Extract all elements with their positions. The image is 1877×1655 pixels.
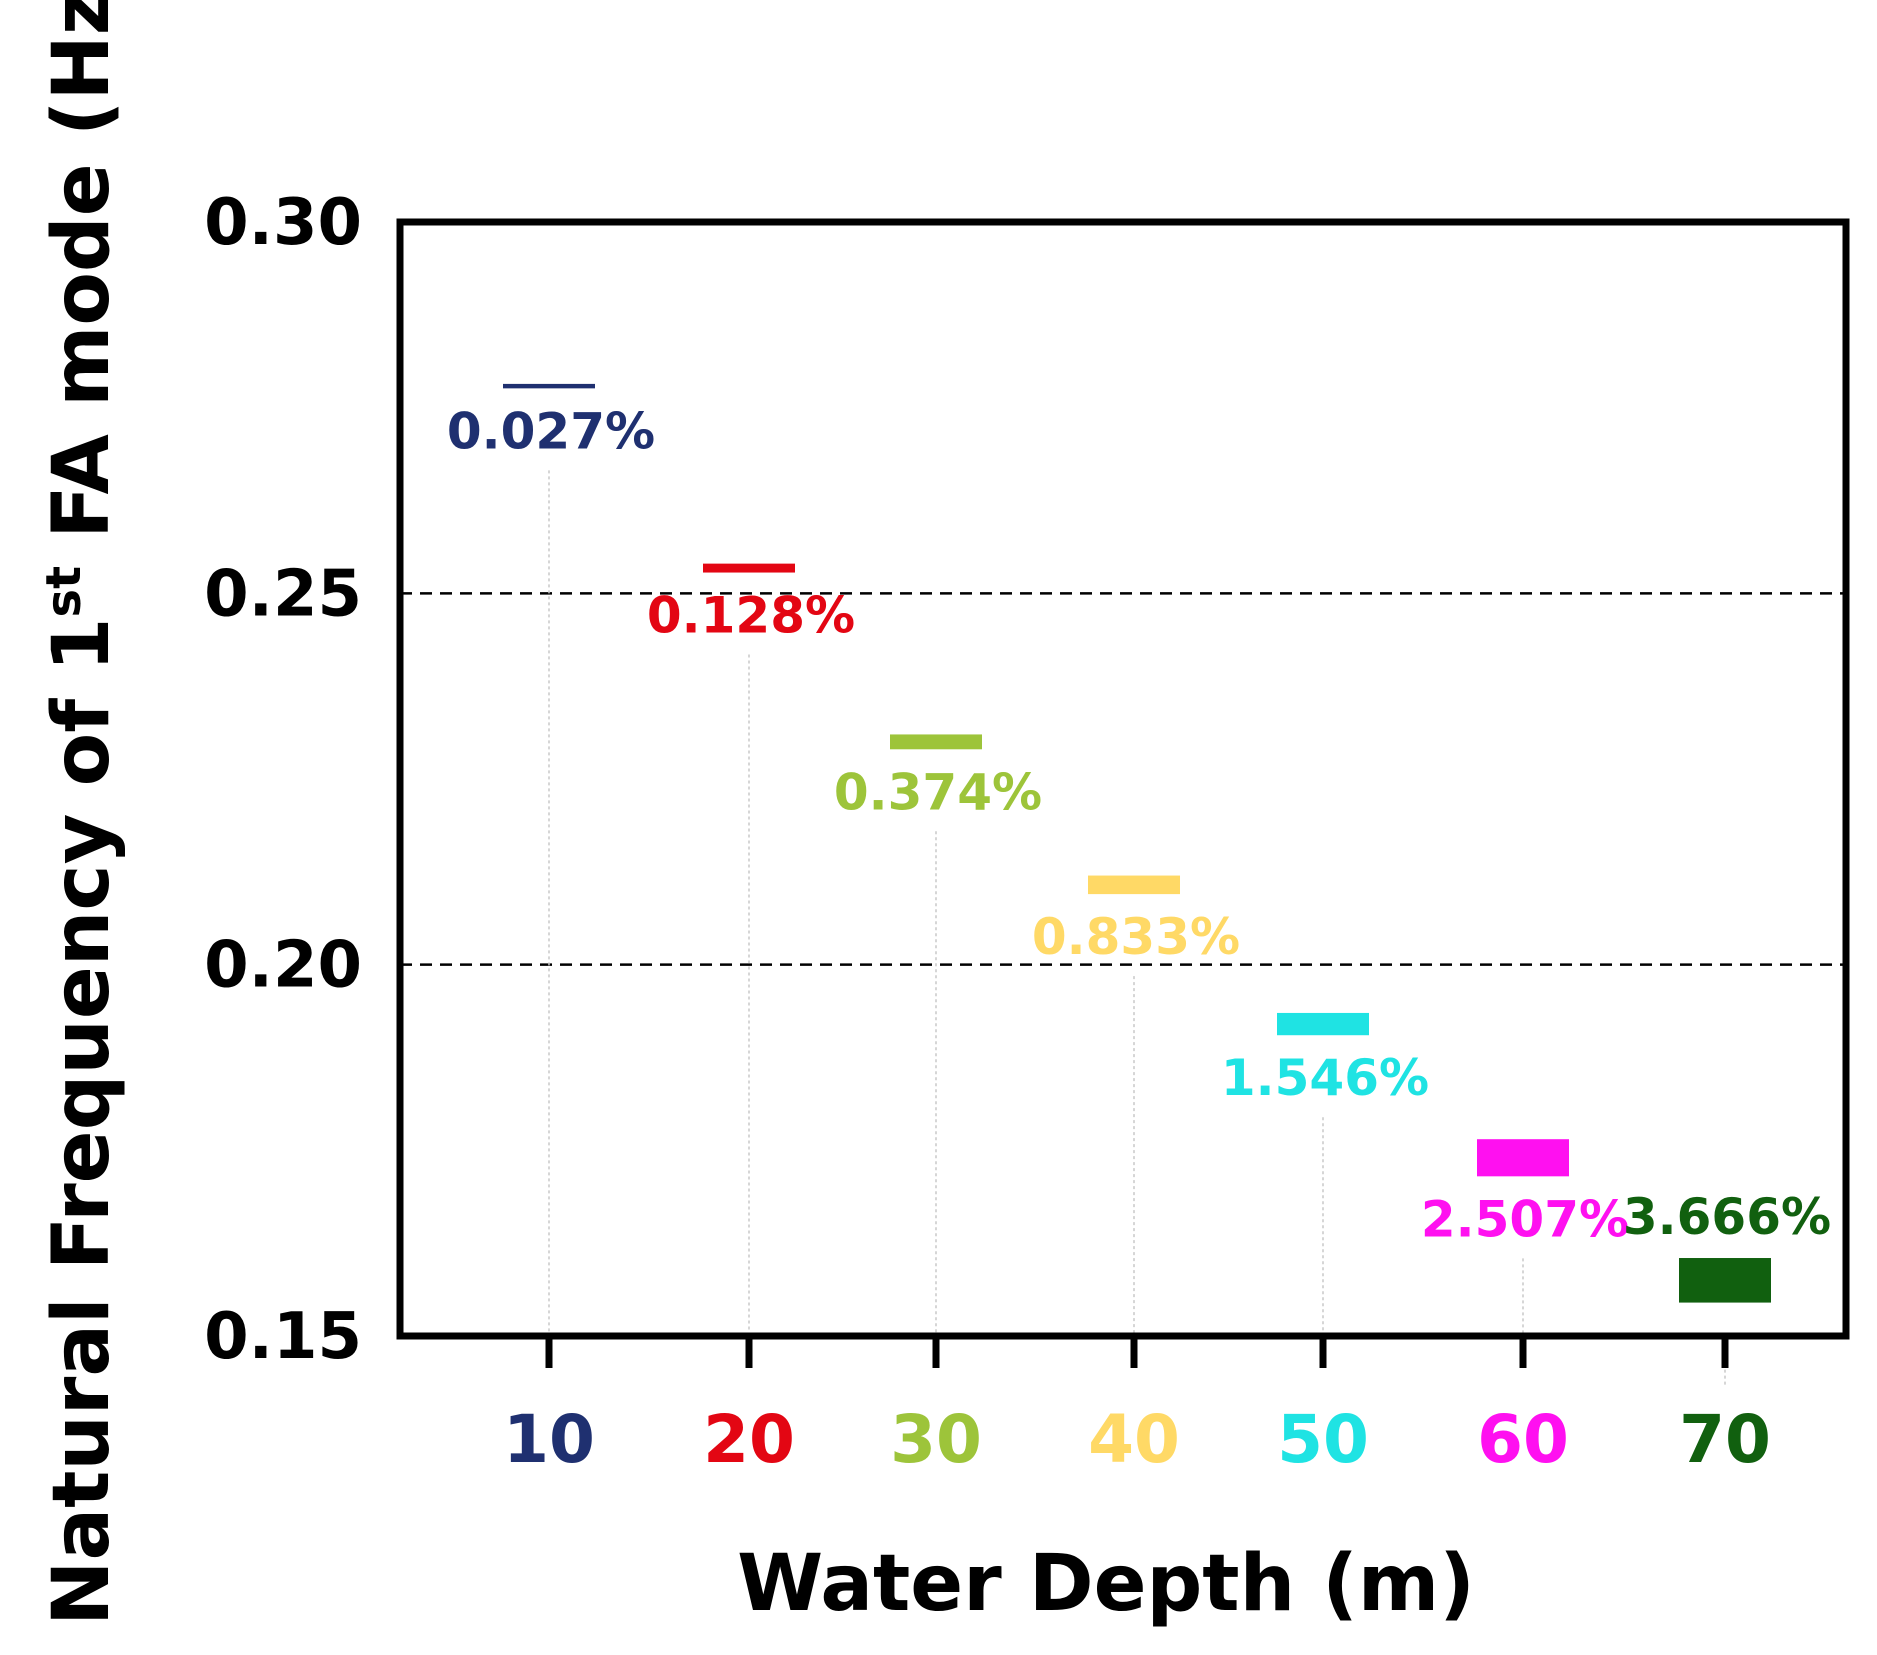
x-tick-label-40: 40 — [1088, 1401, 1180, 1478]
y-axis-title-superscript: st — [36, 566, 92, 618]
y-tick-label: 0.25 — [204, 557, 362, 631]
x-tick-label-10: 10 — [503, 1401, 595, 1478]
variation-label-20: 0.128% — [647, 587, 855, 645]
range-bar-40 — [1088, 875, 1180, 895]
y-axis-title: Natural Frequency of 1st FA mode (Hz) — [36, 0, 127, 1626]
x-tick-label-70: 70 — [1679, 1401, 1771, 1478]
range-bar-60 — [1477, 1139, 1569, 1177]
x-tick-label-60: 60 — [1477, 1401, 1569, 1478]
x-tick-label-30: 30 — [890, 1401, 982, 1478]
x-tick-label-50: 50 — [1277, 1401, 1369, 1478]
grid-layer — [400, 592, 1846, 966]
range-bar-30 — [890, 734, 982, 750]
y-tick-label: 0.30 — [204, 186, 362, 260]
x-tick-label-20: 20 — [703, 1401, 795, 1478]
variation-label-10: 0.027% — [447, 402, 655, 460]
y-tick-label: 0.20 — [204, 929, 362, 1003]
range-bar-50 — [1277, 1012, 1369, 1036]
y-axis-title-tail: FA mode (Hz) — [37, 0, 127, 566]
variation-label-60: 2.507% — [1421, 1190, 1629, 1248]
y-tick-label: 0.15 — [204, 1300, 362, 1374]
range-bar-20 — [703, 563, 795, 573]
y-tick-layer: 0.15 0.20 0.25 0.30 — [204, 186, 362, 1374]
variation-label-50: 1.546% — [1221, 1049, 1429, 1107]
range-bar-10 — [503, 383, 595, 389]
y-axis-title-main: Natural Frequency of 1 — [37, 617, 127, 1625]
guide-layer — [548, 470, 1726, 1385]
variation-label-40: 0.833% — [1032, 908, 1240, 966]
x-axis-title: Water Depth (m) — [737, 1539, 1475, 1629]
range-bar-70 — [1679, 1258, 1771, 1303]
pct-label-layer: 0.027% 0.128% 0.374% 0.833% 1.546% 2.507%3.66… — [447, 402, 1831, 1248]
variation-label-30: 0.374% — [834, 763, 1042, 821]
variation-label-70: 3.666% — [1623, 1188, 1831, 1246]
plot-frame — [396, 218, 1850, 1340]
bar-layer — [503, 383, 1771, 1303]
x-tick-layer: 10 20 30 40 50 60 70 — [503, 1336, 1771, 1478]
